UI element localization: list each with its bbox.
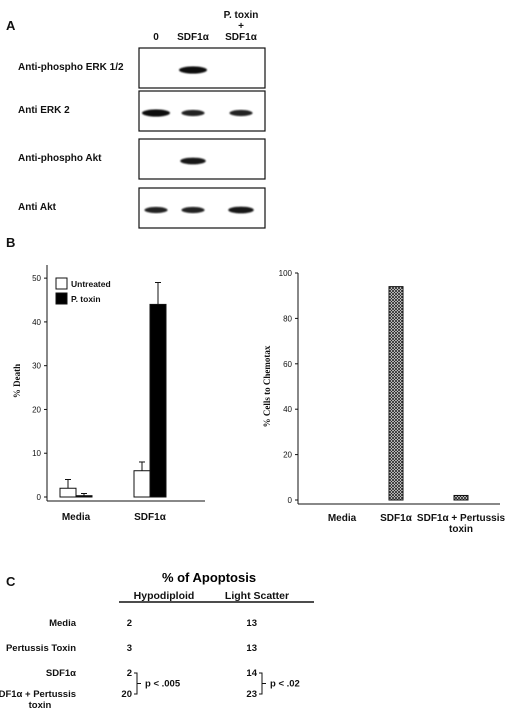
legend-swatch [55, 292, 68, 305]
bar-p-toxin [149, 303, 167, 498]
blot-label: Anti-phospho Akt [18, 153, 102, 164]
bar-untreated [133, 470, 151, 498]
apoptosis-table-title: % of Apoptosis [162, 570, 256, 585]
hypodiploid-value: 2 [127, 618, 132, 629]
y-tick-label: 40 [32, 318, 41, 327]
blot-band [144, 206, 168, 214]
x-category-label-line: toxin [449, 524, 473, 535]
lane-header-line: P. toxin [224, 10, 259, 21]
panel-c-letter: C [6, 574, 16, 589]
blot-band [181, 206, 205, 214]
y-tick-label: 10 [32, 449, 41, 458]
y-tick-label: 50 [32, 274, 41, 283]
blot-band [179, 66, 207, 74]
x-category-label: SDF1α + Pertussis toxin [417, 513, 506, 535]
x-category-label: Media [62, 512, 91, 523]
legend-swatch [55, 277, 68, 290]
row-label-line: toxin [29, 700, 52, 711]
x-category-label: Media [328, 513, 357, 524]
column-header: Light Scatter [225, 590, 289, 602]
y-axis-label: % Cells to Chemotax [262, 345, 272, 427]
legend-label: Untreated [71, 279, 111, 289]
significance-label: p < .005 [145, 679, 181, 690]
significance-label: p < .02 [270, 679, 300, 690]
lane-header: 0 [153, 32, 159, 43]
y-tick-label: 40 [283, 405, 292, 414]
blot-band [181, 109, 205, 117]
lane-header-line: SDF1α [177, 32, 210, 43]
x-category-label: SDF1α [380, 513, 413, 524]
light-scatter-value: 13 [246, 618, 257, 629]
y-tick-label: 20 [283, 451, 292, 460]
light-scatter-value: 13 [246, 643, 257, 654]
blot-band [228, 206, 254, 214]
bar-p-toxin [75, 495, 93, 498]
y-tick-label: 100 [279, 269, 293, 278]
lane-header: SDF1α [177, 32, 210, 43]
row-label-line: Pertussis Toxin [6, 643, 76, 654]
lane-header-line: + [238, 21, 244, 32]
significance-bracket [134, 672, 141, 695]
y-axis-label: % Death [12, 364, 22, 398]
x-category-label-line: SDF1α + Pertussis [417, 513, 506, 524]
bar [453, 494, 469, 501]
lane-header: P. toxin + SDF1α [224, 10, 259, 43]
western-blots: Anti-phospho ERK 1/2 Anti ERK 2 Anti-phosp… [18, 47, 266, 229]
lane-header-line: 0 [153, 32, 159, 43]
x-category-label: SDF1α [134, 512, 167, 523]
blot-label: Anti Akt [18, 202, 57, 213]
blot-band [142, 109, 170, 117]
blot-label: Anti ERK 2 [18, 105, 70, 116]
y-tick-label: 0 [288, 496, 293, 505]
hypodiploid-value: 3 [127, 643, 132, 654]
x-category-label-line: Media [328, 513, 357, 524]
hypodiploid-value: 20 [121, 689, 132, 700]
column-header: Hypodiploid [134, 590, 195, 602]
blot-label: Anti-phospho ERK 1/2 [18, 62, 124, 73]
row-label: SDF1α [46, 668, 76, 679]
panel-b: B 0 10 20 30 40 50 % Death Media SDF1α Untreated P… [6, 235, 505, 535]
bar-untreated [59, 487, 77, 498]
light-scatter-value: 23 [246, 689, 257, 700]
death-bar-chart: 0 10 20 30 40 50 % Death Media SDF1α Untreated P. … [12, 265, 205, 523]
row-label: Media [49, 618, 77, 629]
y-tick-label: 30 [32, 362, 41, 371]
y-tick-label: 80 [283, 314, 292, 323]
panel-b-letter: B [6, 235, 15, 250]
blot-band [229, 109, 253, 117]
row-label: SDF1α + Pertussis toxin [0, 689, 76, 711]
hypodiploid-value: 2 [127, 668, 132, 679]
light-scatter-value: 14 [246, 668, 257, 679]
y-tick-label: 20 [32, 405, 41, 414]
y-tick-label: 0 [37, 493, 42, 502]
lane-header-line: SDF1α [225, 32, 258, 43]
panel-a-letter: A [6, 18, 16, 33]
panel-c: C % of Apoptosis Hypodiploid Light Scatte… [0, 570, 314, 711]
blot-band [180, 157, 206, 165]
bar [388, 286, 404, 501]
row-label: Pertussis Toxin [6, 643, 76, 654]
row-label-line: SDF1α + Pertussis [0, 689, 76, 700]
chemotaxis-bar-chart: 0 20 40 60 80 100 % Cells to Chemotax Media SDF1… [262, 269, 505, 535]
significance-bracket [259, 672, 266, 695]
apoptosis-table: Hypodiploid Light Scatter Media 2 13 Pertussi… [0, 590, 314, 711]
legend-label: P. toxin [71, 294, 101, 304]
row-label-line: SDF1α [46, 668, 76, 679]
y-tick-label: 60 [283, 360, 292, 369]
x-category-label-line: SDF1α [380, 513, 413, 524]
row-label-line: Media [49, 618, 77, 629]
